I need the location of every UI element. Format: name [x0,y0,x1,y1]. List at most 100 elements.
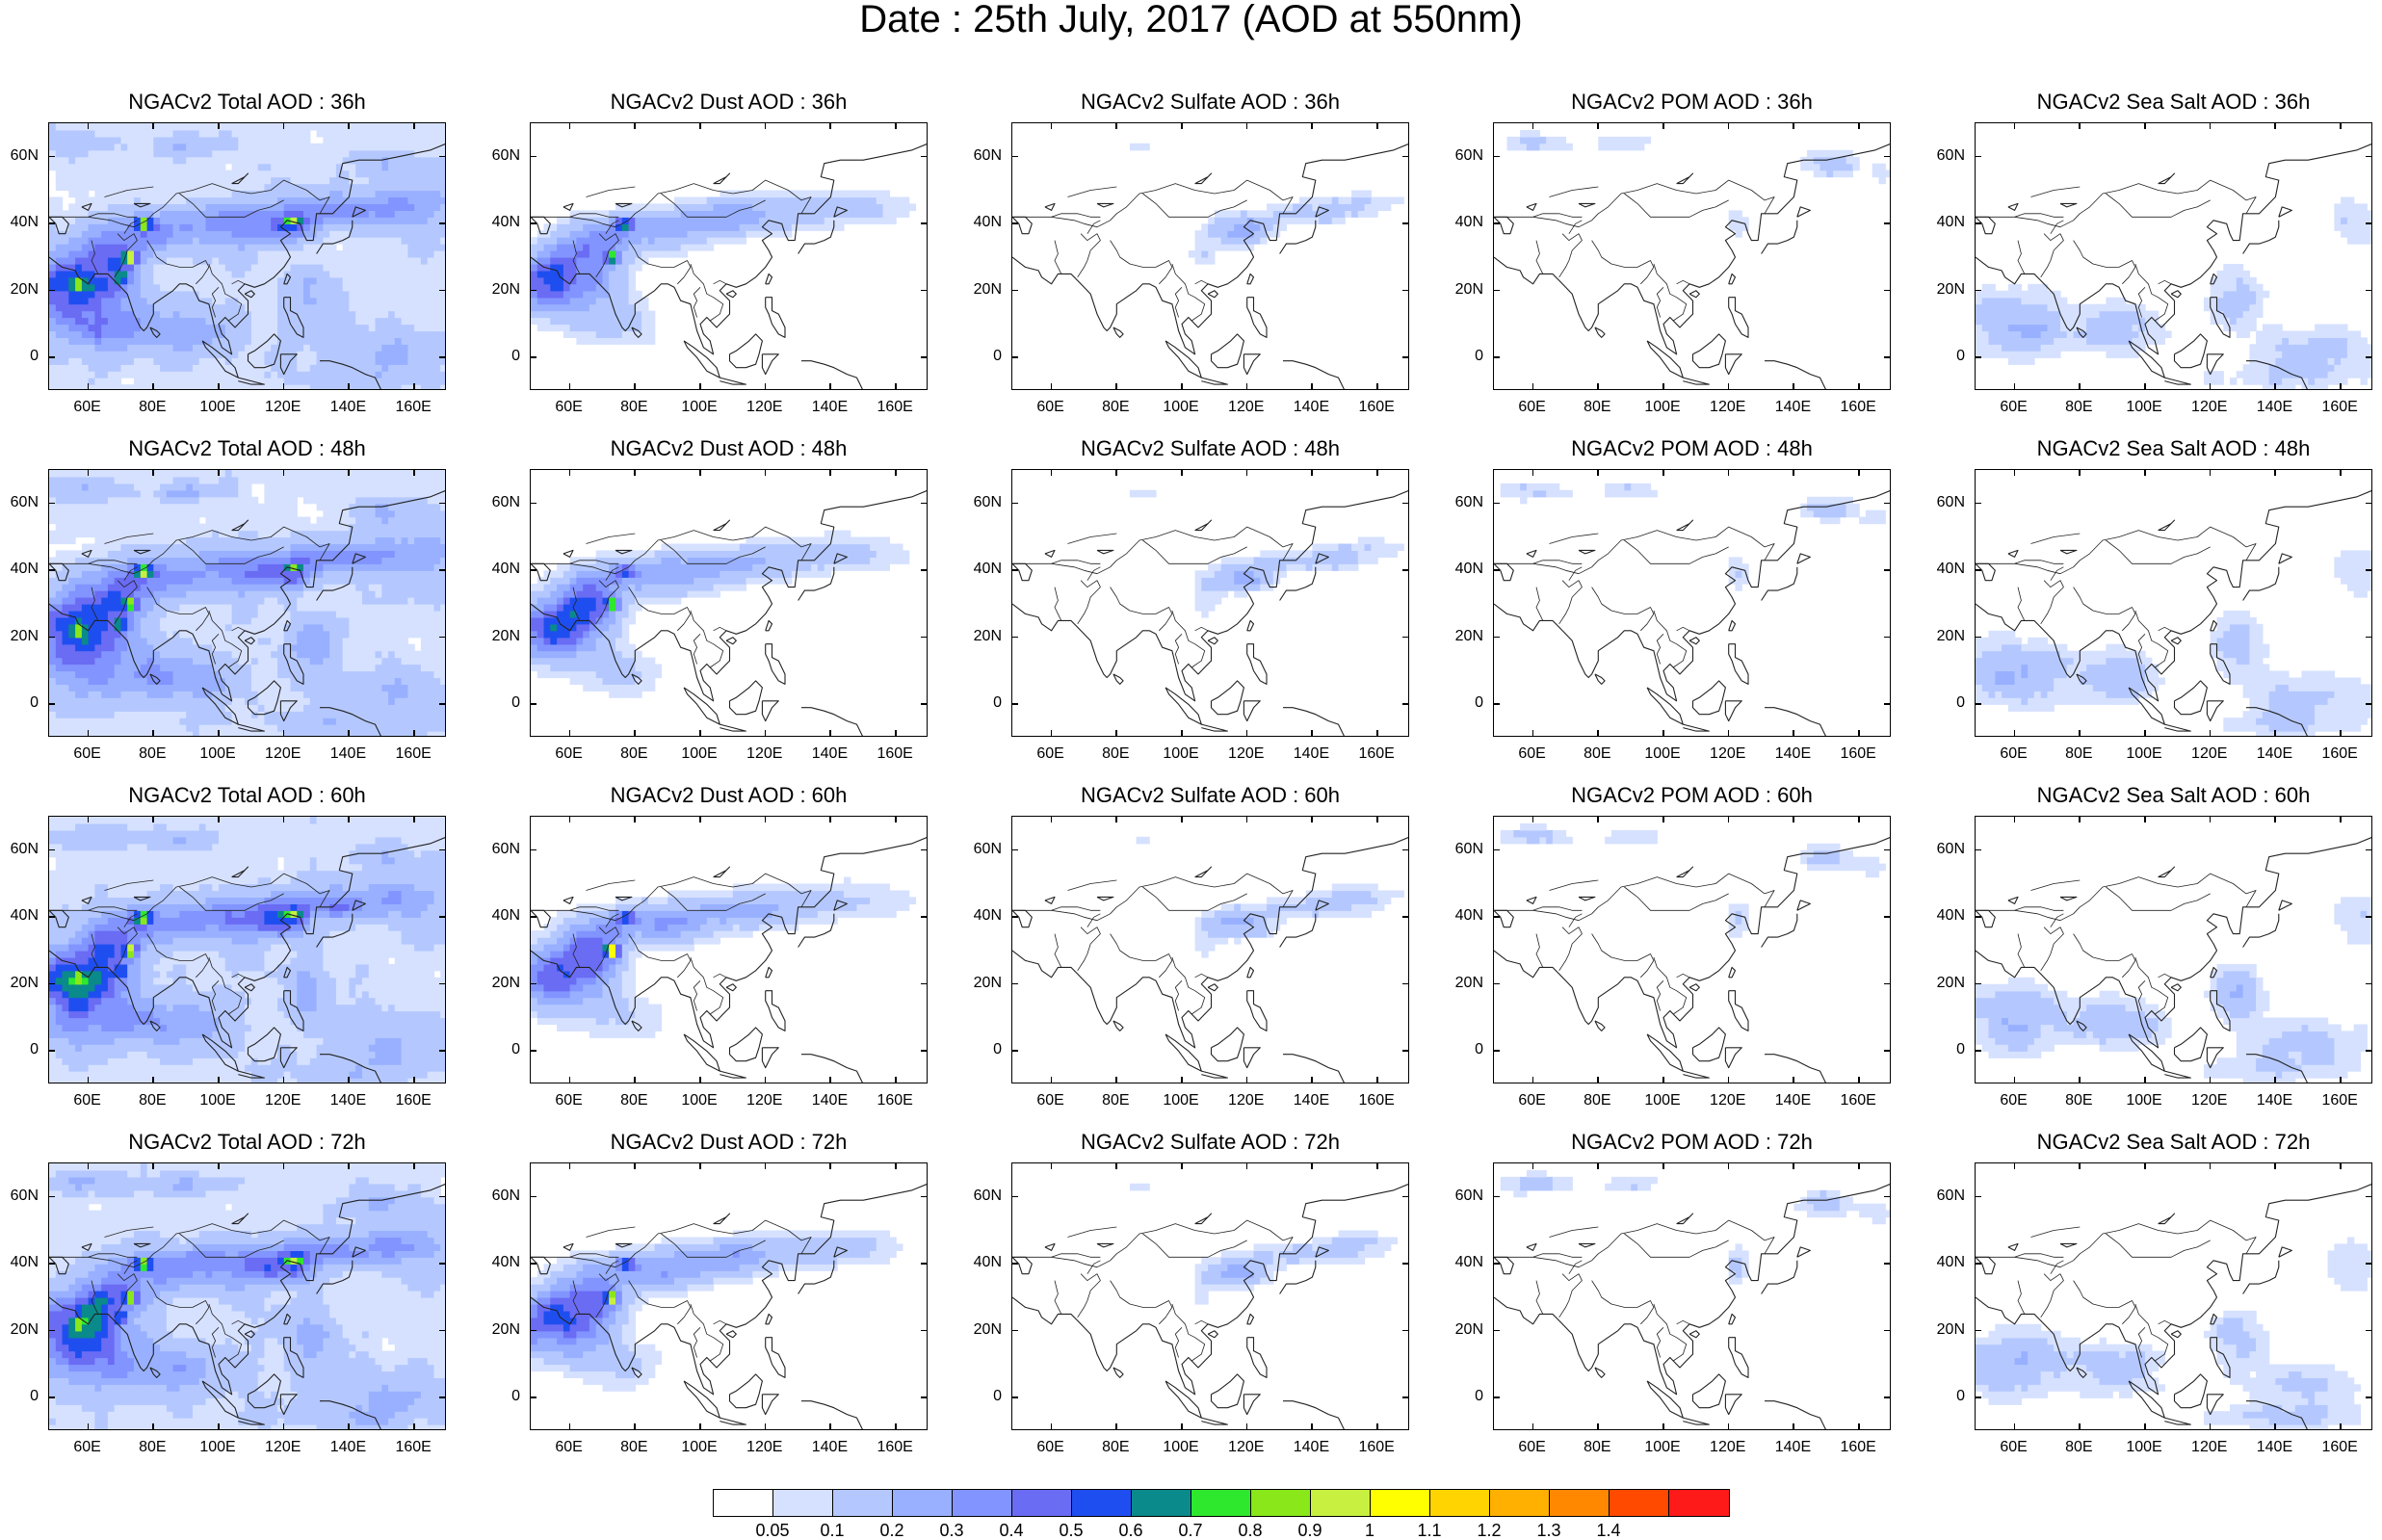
lon-tick [152,1162,154,1169]
colorbar-label: 0.05 [744,1522,801,1539]
panel-title: NGACv2 Dust AOD : 60h [530,784,928,807]
lat-tick [530,290,537,292]
lon-tick [1181,122,1183,129]
lon-tick [88,816,90,822]
lon-tick [1246,816,1248,822]
lat-label: 40N [1437,561,1483,577]
lon-tick [283,383,285,390]
colorbar-label: 0.4 [982,1522,1040,1539]
lat-label: 40N [1437,1255,1483,1270]
lon-tick [152,1077,154,1083]
lon-tick [1662,1162,1664,1169]
lon-tick [765,383,767,390]
lon-tick [895,1423,897,1430]
panel-title: NGACv2 Sea Salt AOD : 36h [1975,91,2372,114]
map-panel [48,122,446,390]
lon-tick [1597,383,1599,390]
lon-label: 80E [123,746,181,762]
lon-tick [88,122,90,129]
map-panel [530,122,928,390]
lon-tick [348,383,350,390]
lon-tick [1051,730,1053,737]
lon-tick [1662,1077,1664,1083]
lat-label: 20N [1437,629,1483,644]
lon-label: 140E [1282,1093,1340,1109]
lat-tick [921,1396,928,1398]
lat-label: 40N [1437,215,1483,230]
lon-label: 60E [1504,1440,1561,1455]
lat-label: 0 [1919,349,1965,364]
lat-label: 0 [474,1042,520,1057]
lat-tick [921,1050,928,1052]
lon-tick [152,122,154,129]
lon-tick [1728,122,1730,129]
lon-label: 140E [800,1440,858,1455]
lon-tick [1311,1423,1313,1430]
lon-tick [283,730,285,737]
lon-tick [1246,122,1248,129]
lat-label: 20N [474,629,520,644]
lon-tick [2144,383,2146,390]
lon-tick [829,1077,831,1083]
lat-label: 60N [474,1188,520,1204]
lat-label: 20N [955,629,1002,644]
lon-label: 140E [2245,746,2303,762]
lon-label: 140E [1282,400,1340,415]
lon-tick [2274,122,2276,129]
lon-label: 120E [254,1440,312,1455]
lon-label: 120E [736,1440,794,1455]
lon-tick [2274,1077,2276,1083]
lon-label: 160E [1348,1440,1405,1455]
lon-label: 80E [605,400,663,415]
colorbar-label: 0.7 [1162,1522,1219,1539]
lon-label: 120E [1699,1440,1757,1455]
lat-tick [439,1050,446,1052]
lon-tick [895,383,897,390]
panel-title: NGACv2 Dust AOD : 36h [530,91,928,114]
colorbar-swatch [1371,1490,1430,1516]
lon-tick [1793,730,1794,737]
lat-tick [1011,637,1018,639]
aod-field [1494,470,1891,737]
lat-tick [1975,290,1981,292]
lon-tick [2210,1423,2212,1430]
lat-tick [530,503,537,505]
lat-label: 40N [955,215,1002,230]
lon-label: 60E [59,1093,117,1109]
lon-tick [569,469,571,476]
lat-tick [48,356,55,358]
lat-label: 20N [955,282,1002,298]
lat-tick [1493,290,1500,292]
lon-label: 80E [605,1440,663,1455]
colorbar-label: 0.5 [1042,1522,1100,1539]
lon-tick [1597,1423,1599,1430]
lat-tick [48,1396,55,1398]
lon-label: 140E [2245,400,2303,415]
lon-tick [569,1077,571,1083]
colorbar-swatch [1311,1490,1371,1516]
lat-tick [921,1263,928,1265]
lon-tick [2014,1077,2016,1083]
lon-tick [1597,730,1599,737]
lon-tick [413,730,415,737]
lat-tick [2366,849,2372,851]
lon-tick [1115,383,1117,390]
lon-tick [1311,1162,1313,1169]
lon-tick [283,1162,285,1169]
lat-tick [439,1196,446,1198]
lon-tick [1858,1423,1860,1430]
lon-label: 80E [605,746,663,762]
lat-label: 20N [1919,282,1965,298]
lat-tick [2366,1396,2372,1398]
lon-tick [218,469,220,476]
lon-tick [2210,469,2212,476]
lon-label: 80E [123,400,181,415]
lon-tick [699,469,701,476]
lat-tick [921,503,928,505]
lat-label: 40N [955,908,1002,924]
lat-tick [48,290,55,292]
aod-field [1976,1163,2372,1430]
panel-title: NGACv2 Sulfate AOD : 48h [1011,437,1409,460]
aod-field [531,817,928,1083]
lon-tick [1532,730,1534,737]
